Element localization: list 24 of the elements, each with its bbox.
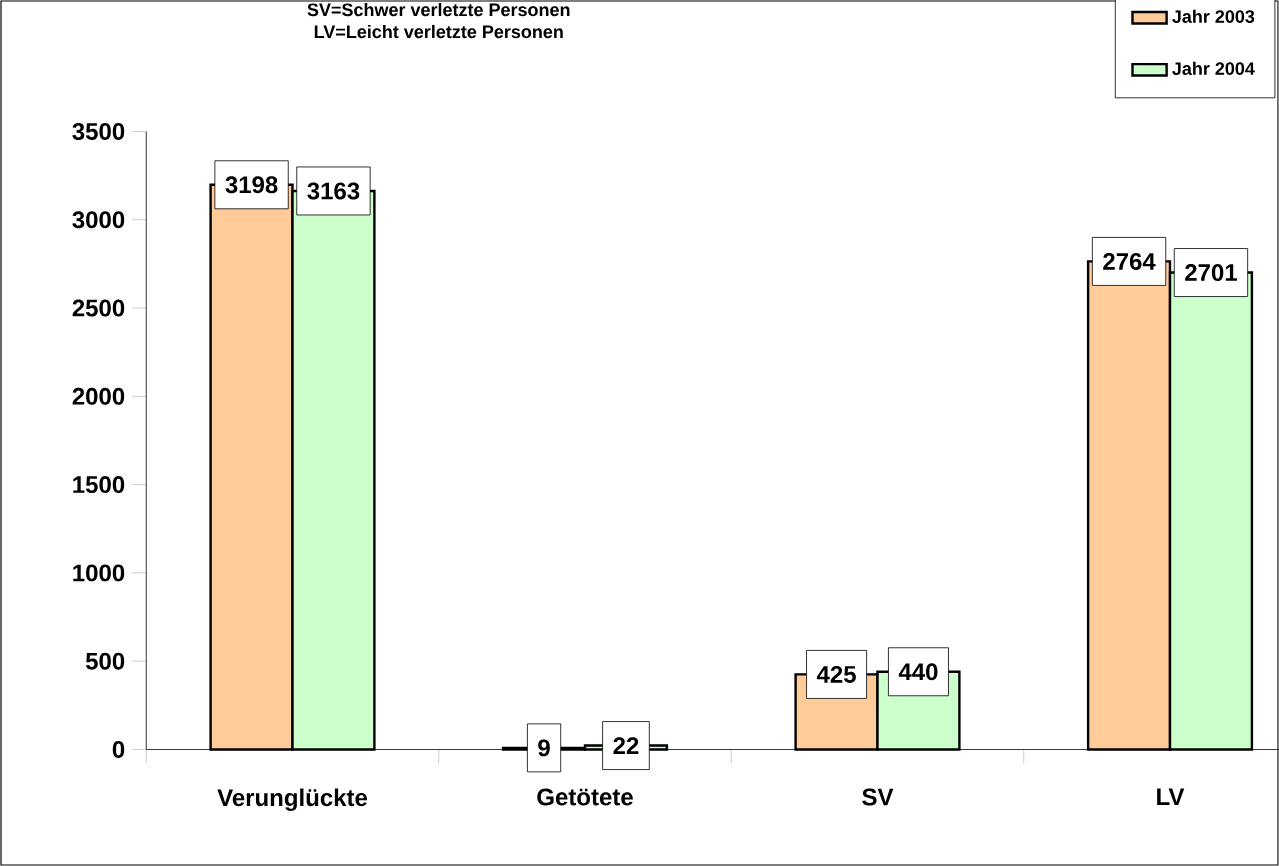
- y-tick-label: 1500: [73, 476, 125, 494]
- chart-subtitle: LV=Leicht verletzte Personen: [314, 24, 563, 39]
- data-label: 22: [613, 737, 639, 754]
- y-tick-label: 1000: [73, 564, 125, 582]
- x-tick-label: SV: [862, 788, 894, 806]
- y-tick-label: 500: [85, 652, 125, 670]
- y-tick-label: 2500: [72, 299, 125, 317]
- y-tick-label: 3500: [72, 122, 125, 140]
- data-label: 3198: [225, 176, 278, 194]
- data-label: 2764: [1103, 252, 1156, 270]
- x-tick-label: LV: [1157, 788, 1185, 806]
- y-tick-label: 3000: [72, 211, 125, 229]
- y-tick-label: 2000: [72, 387, 125, 405]
- data-label: 3163: [307, 182, 360, 200]
- chart-title: SV=Schwer verletzte Personen: [307, 2, 570, 17]
- legend-label: Jahr 2004: [1172, 61, 1255, 75]
- data-label: 425: [816, 665, 856, 683]
- data-label: 440: [898, 663, 938, 681]
- y-tick-label: 0: [112, 740, 125, 758]
- data-label: 2701: [1185, 264, 1237, 282]
- x-tick-label: Getötete: [537, 788, 633, 806]
- legend-label: Jahr 2003: [1172, 9, 1255, 23]
- x-tick-label: Verunglückte: [217, 788, 368, 811]
- data-label: 9: [538, 739, 550, 757]
